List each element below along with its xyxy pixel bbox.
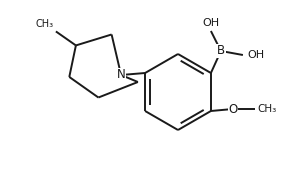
Text: N: N bbox=[117, 68, 125, 81]
Text: OH: OH bbox=[202, 18, 219, 28]
Text: OH: OH bbox=[247, 50, 264, 60]
Text: CH₃: CH₃ bbox=[36, 19, 54, 29]
Text: O: O bbox=[228, 102, 238, 115]
Text: CH₃: CH₃ bbox=[257, 104, 276, 114]
Text: B: B bbox=[217, 44, 225, 57]
